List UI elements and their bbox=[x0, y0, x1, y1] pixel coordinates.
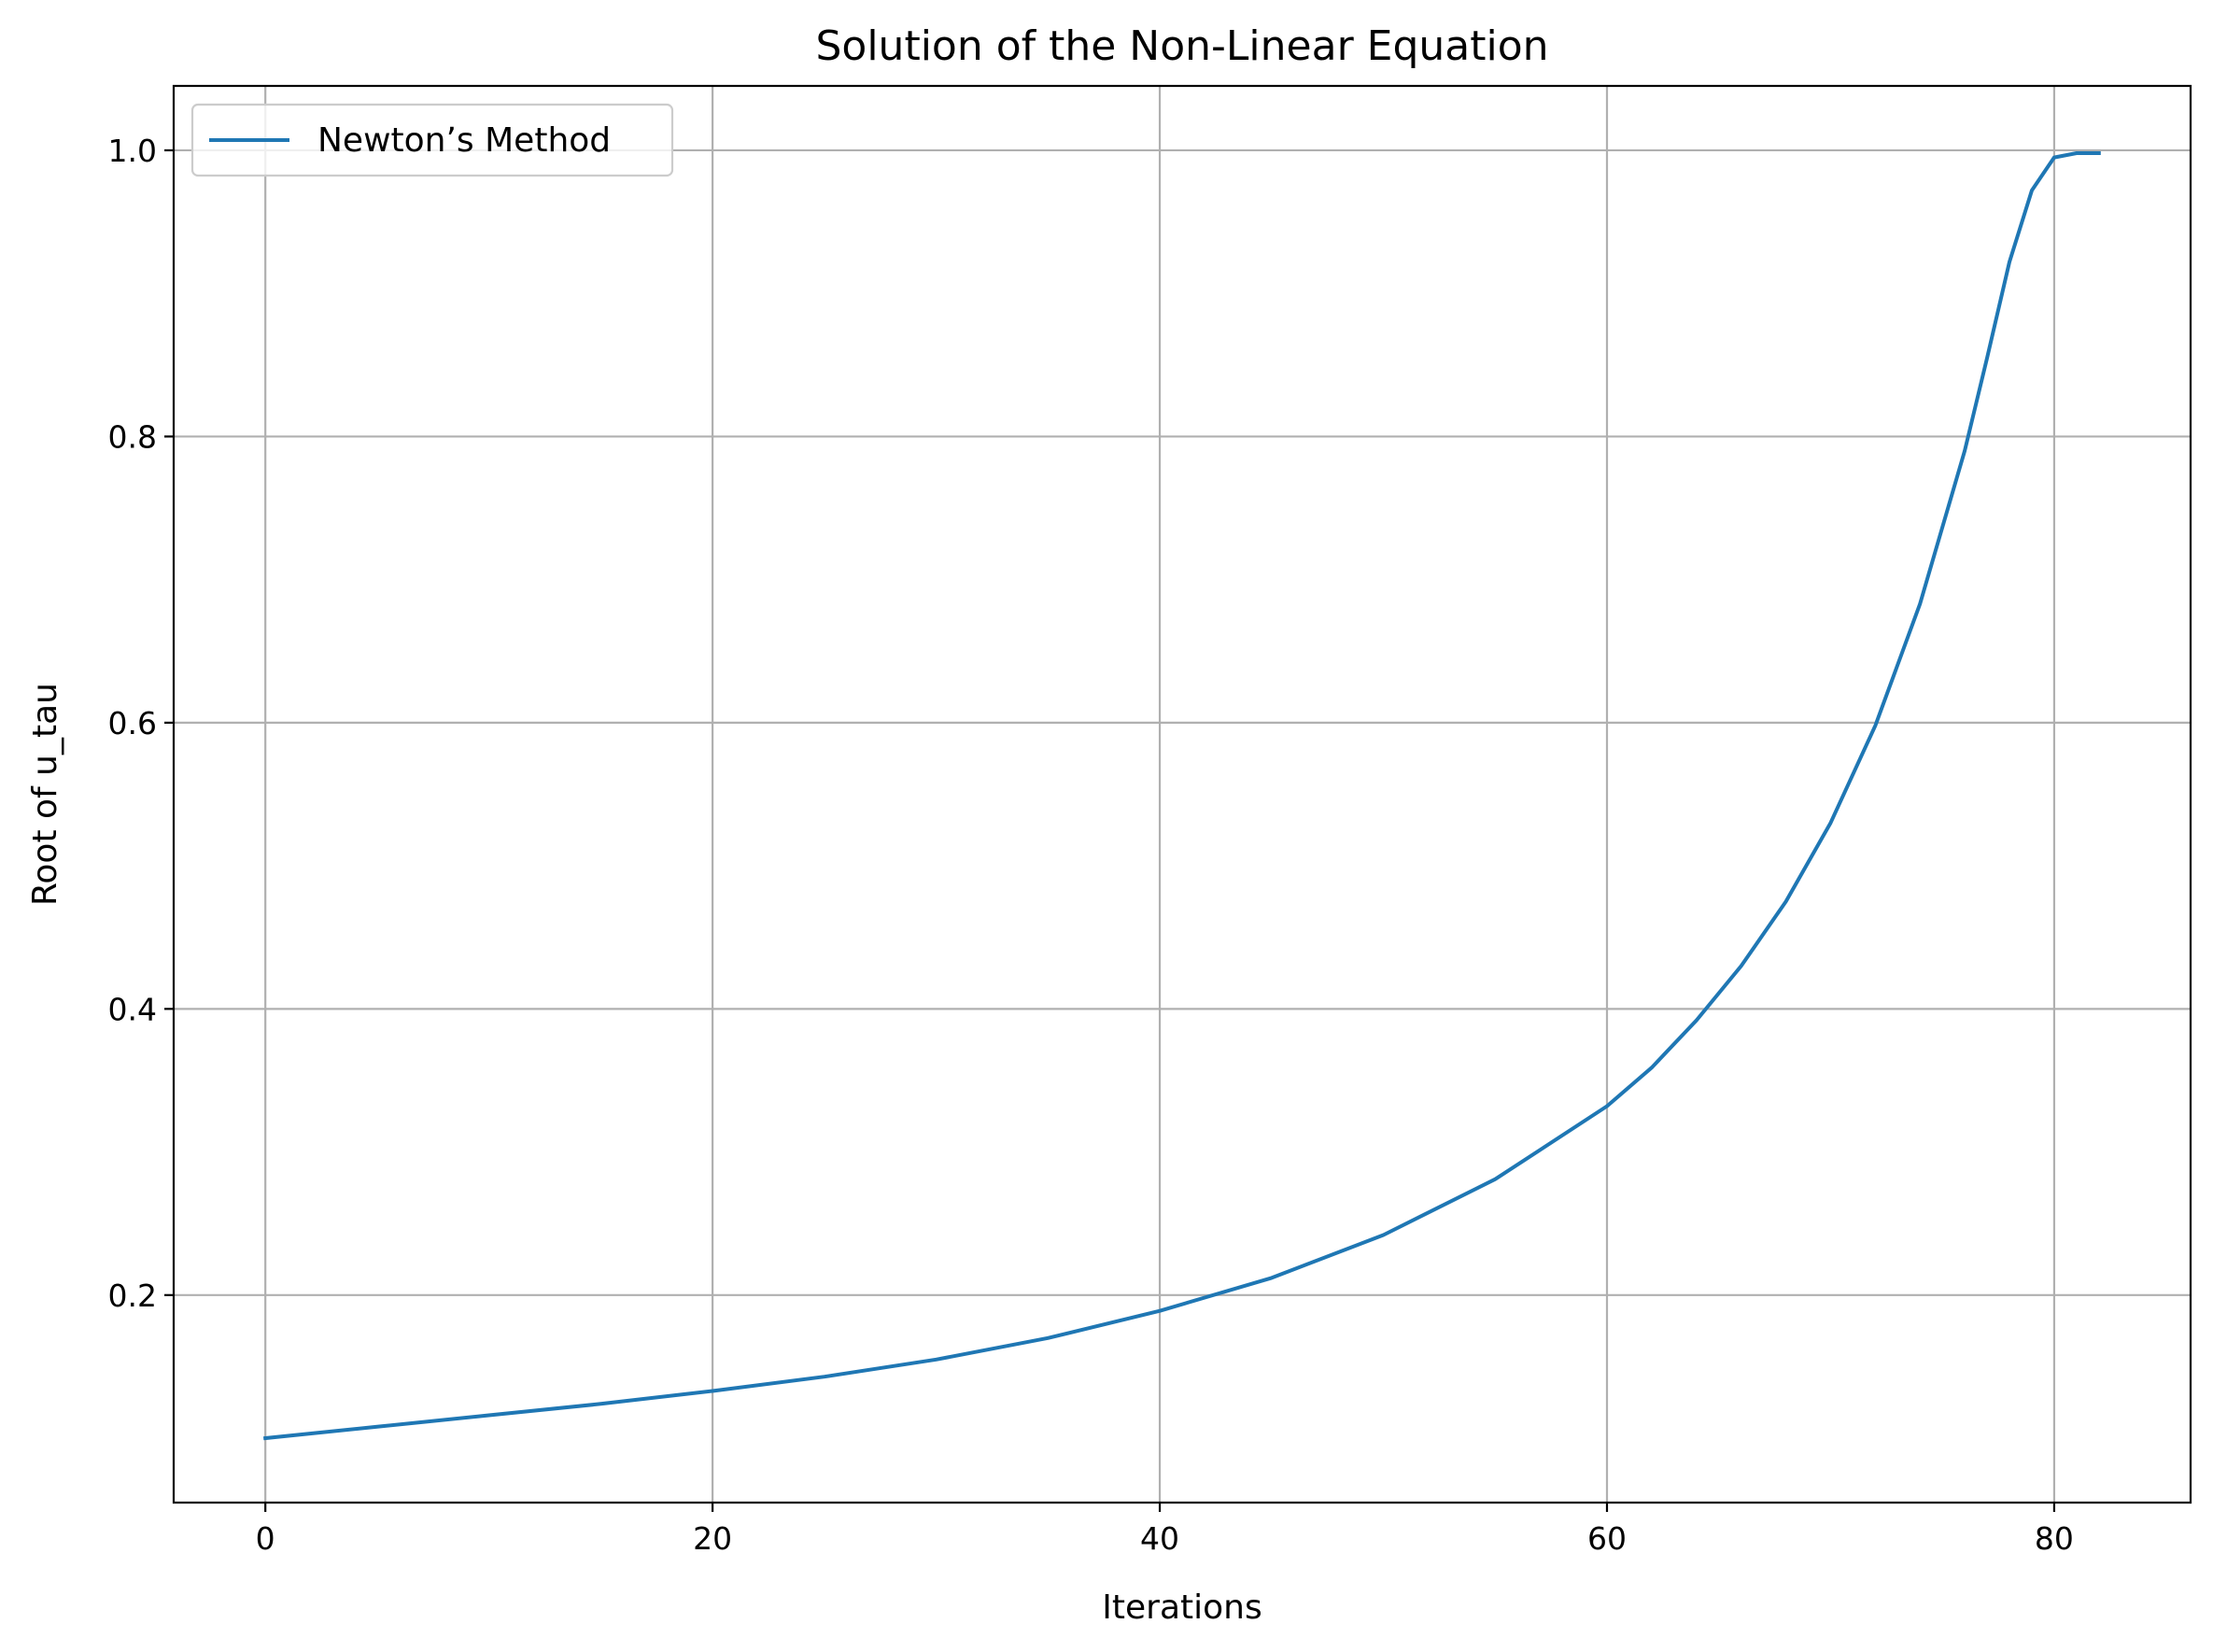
legend-label-newtons-method: Newton’s Method bbox=[317, 121, 611, 160]
ticks: 0 20 40 60 80 0.2 0.4 0.6 0.8 1.0 bbox=[108, 133, 2074, 1557]
y-tick-label: 0.6 bbox=[108, 705, 157, 741]
x-axis-label: Iterations bbox=[1102, 1588, 1262, 1627]
legend: Newton’s Method bbox=[190, 103, 674, 177]
y-tick-label: 0.2 bbox=[108, 1278, 157, 1314]
y-tick-label: 1.0 bbox=[108, 133, 157, 169]
chart-title: Solution of the Non-Linear Equation bbox=[815, 22, 1548, 70]
y-tick-label: 0.4 bbox=[108, 991, 157, 1027]
x-tick-label: 60 bbox=[1587, 1520, 1627, 1557]
y-axis-label: Root of u_tau bbox=[26, 683, 64, 906]
x-tick-label: 20 bbox=[693, 1520, 732, 1557]
plot-frame bbox=[172, 84, 2192, 1504]
grid bbox=[174, 86, 2191, 1503]
y-tick-label: 0.8 bbox=[108, 418, 157, 455]
series-layer bbox=[263, 151, 2101, 1441]
x-tick-label: 80 bbox=[2035, 1520, 2074, 1557]
legend-box bbox=[190, 103, 674, 177]
x-tick-label: 40 bbox=[1140, 1520, 1179, 1557]
x-tick-label: 0 bbox=[256, 1520, 275, 1557]
series-line-newtons-method bbox=[263, 151, 2101, 1441]
